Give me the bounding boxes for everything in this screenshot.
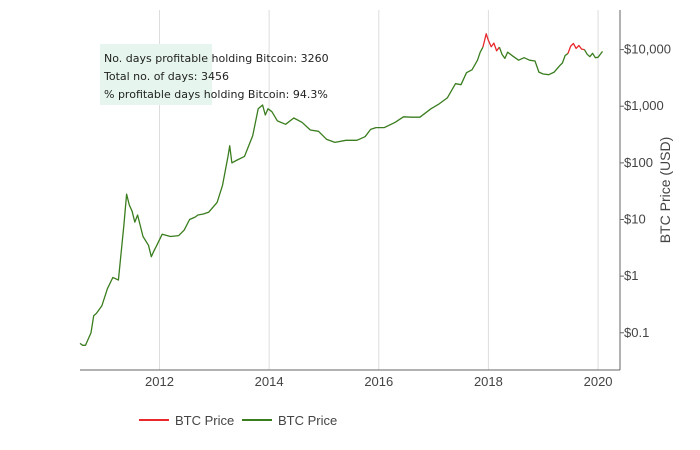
btc-price-line-profitable bbox=[79, 46, 484, 346]
legend[interactable]: BTC Price BTC Price bbox=[139, 413, 337, 428]
btc-price-line-unprofitable bbox=[482, 33, 500, 52]
axis-layer: 2012 2014 2016 2018 2020 $0.1 $1 $10 $100 $1,000 $… bbox=[80, 10, 671, 389]
y-axis-label: BTC Price (USD) bbox=[657, 137, 673, 244]
y-tick-label: $0.1 bbox=[624, 325, 649, 340]
y-tick-label: $10,000 bbox=[624, 42, 671, 57]
stats-box bbox=[100, 44, 212, 105]
y-tick-label: $1,000 bbox=[624, 98, 664, 113]
y-tick-label: $1 bbox=[624, 268, 638, 283]
y-tick-label: $10 bbox=[624, 211, 646, 226]
grid-layer bbox=[158, 10, 599, 370]
btc-price-line-profitable bbox=[583, 49, 604, 59]
stats-days-profitable: No. days profitable holding Bitcoin: 326… bbox=[104, 52, 329, 65]
legend-label-red: BTC Price bbox=[175, 413, 234, 428]
legend-label-green: BTC Price bbox=[278, 413, 337, 428]
x-tick-label: 2016 bbox=[364, 374, 393, 389]
y-tick-label: $100 bbox=[624, 155, 653, 170]
x-tick-label: 2012 bbox=[145, 374, 174, 389]
x-tick-label: 2014 bbox=[255, 374, 284, 389]
btc-price-line-profitable bbox=[498, 46, 569, 76]
stats-total-days: Total no. of days: 3456 bbox=[103, 70, 229, 83]
series-layer bbox=[79, 33, 604, 346]
x-tick-label: 2018 bbox=[474, 374, 503, 389]
btc-price-line-unprofitable bbox=[567, 42, 585, 54]
x-tick-label: 2020 bbox=[584, 374, 613, 389]
stats-pct-profitable: % profitable days holding Bitcoin: 94.3% bbox=[104, 88, 328, 101]
